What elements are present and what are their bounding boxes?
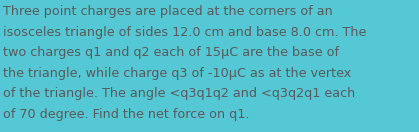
Text: of the triangle. The angle <q3q1q2 and <q3q2q1 each: of the triangle. The angle <q3q1q2 and <…: [3, 87, 356, 100]
Text: of 70 degree. Find the net force on q1.: of 70 degree. Find the net force on q1.: [3, 108, 250, 121]
Text: Three point charges are placed at the corners of an: Three point charges are placed at the co…: [3, 5, 333, 18]
Text: two charges q1 and q2 each of 15μC are the base of: two charges q1 and q2 each of 15μC are t…: [3, 46, 339, 59]
Text: the triangle, while charge q3 of -10μC as at the vertex: the triangle, while charge q3 of -10μC a…: [3, 67, 352, 80]
Text: isosceles triangle of sides 12.0 cm and base 8.0 cm. The: isosceles triangle of sides 12.0 cm and …: [3, 26, 367, 39]
